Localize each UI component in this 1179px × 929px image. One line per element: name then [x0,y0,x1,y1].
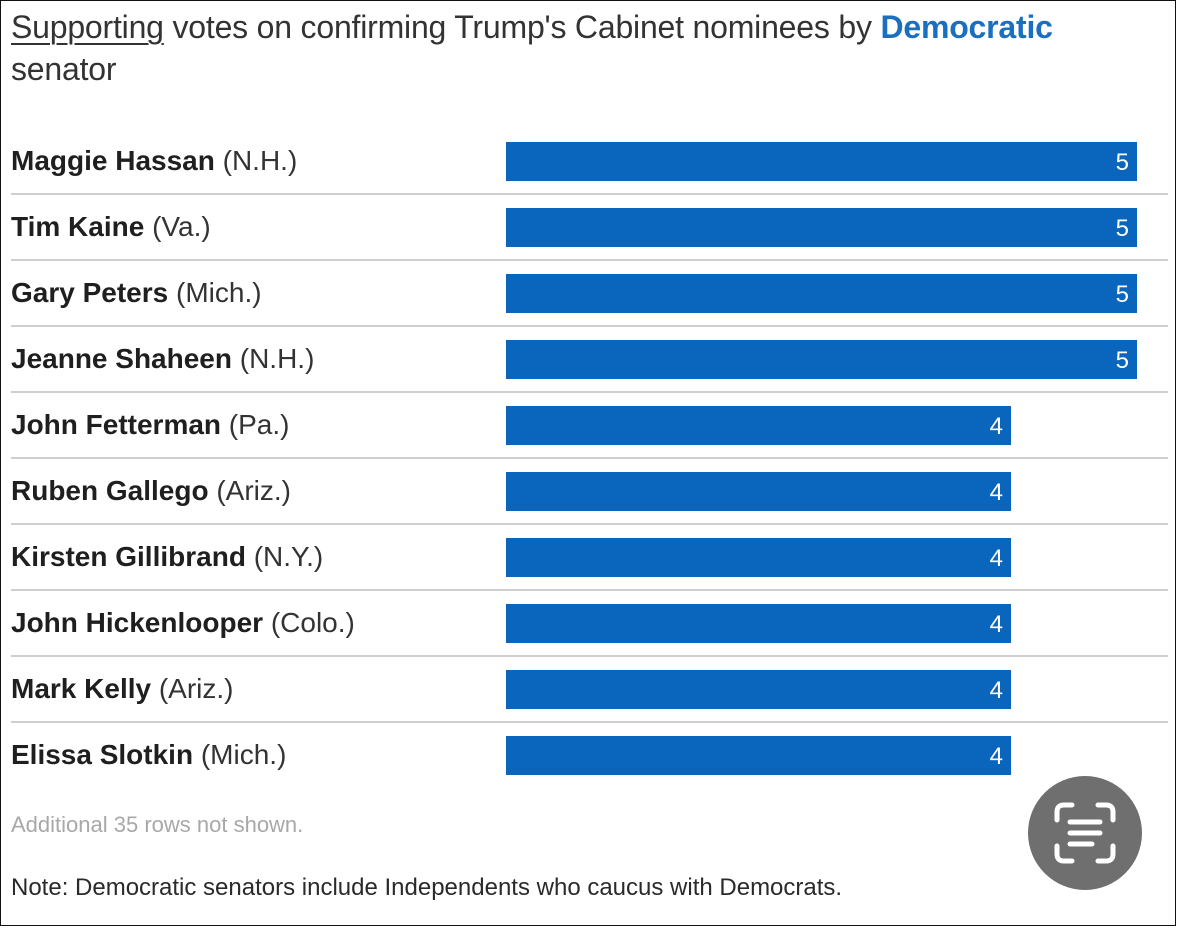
senator-name: John Fetterman [11,409,222,440]
row-divider [11,193,1168,195]
senator-state: (N.H.) [214,145,298,176]
bar-value-label: 4 [989,545,1003,572]
chart-row: Jeanne Shaheen (N.H.) 5 [11,326,1168,393]
senator-name: Mark Kelly [11,673,152,704]
senator-state: (Ariz.) [208,475,292,506]
bar: 5 [506,208,1137,247]
senator-label: Maggie Hassan (N.H.) [11,144,297,178]
title-underlined-word: Supporting [11,9,164,45]
senator-name: Jeanne Shaheen [11,343,232,374]
row-divider [11,589,1168,591]
title-highlight: Democratic [880,9,1053,45]
row-divider [11,259,1168,261]
bar-chart: Maggie Hassan (N.H.) 5 Tim Kaine (Va.) 5 Gar… [0,128,1179,788]
senator-label: Elissa Slotkin (Mich.) [11,738,286,772]
senator-name: Kirsten Gillibrand [11,541,246,572]
chart-row: Elissa Slotkin (Mich.) 4 [11,722,1168,788]
chart-note: Note: Democratic senators include Indepe… [11,874,843,901]
bar-value-label: 5 [1115,347,1129,374]
senator-name: Ruben Gallego [11,475,209,506]
senator-name: John Hickenlooper [11,607,264,638]
senator-state: (N.Y.) [245,541,324,572]
senator-state: (Pa.) [221,409,290,440]
additional-rows-note[interactable]: Additional 35 rows not shown. [11,812,304,837]
bar-value-label: 4 [989,743,1003,770]
text-scan-icon [1054,802,1116,864]
bar: 4 [506,406,1011,445]
chart-row: John Fetterman (Pa.) 4 [11,392,1168,459]
title-end: senator [11,51,117,87]
senator-state: (N.H.) [231,343,315,374]
chart-row: Maggie Hassan (N.H.) 5 [11,128,1168,195]
senator-state: (Mich.) [193,739,287,770]
row-divider [11,391,1168,393]
senator-state: (Va.) [144,211,211,242]
bar: 5 [506,340,1137,379]
senator-label: Jeanne Shaheen (N.H.) [11,342,314,376]
senator-name: Tim Kaine [11,211,145,242]
chart-row: Ruben Gallego (Ariz.) 4 [11,458,1168,525]
bar-value-label: 5 [1115,215,1129,242]
senator-label: Gary Peters (Mich.) [11,276,262,310]
text-scan-button[interactable] [1028,776,1142,890]
chart-row: John Hickenlooper (Colo.) 4 [11,590,1168,657]
bar-value-label: 4 [989,611,1003,638]
title-middle: votes on confirming Trump's Cabinet nomi… [163,9,881,45]
bar-value-label: 4 [989,479,1003,506]
chart-row: Gary Peters (Mich.) 5 [11,260,1168,327]
row-divider [11,721,1168,723]
senator-state: (Colo.) [263,607,355,638]
bar: 5 [506,142,1137,181]
senator-label: John Fetterman (Pa.) [11,408,290,442]
chart-row: Kirsten Gillibrand (N.Y.) 4 [11,524,1168,591]
bar: 4 [506,538,1011,577]
bar-value-label: 5 [1115,281,1129,308]
bar-value-label: 4 [989,413,1003,440]
senator-state: (Mich.) [168,277,262,308]
senator-name: Gary Peters [11,277,169,308]
senator-label: Mark Kelly (Ariz.) [11,672,234,706]
senator-label: John Hickenlooper (Colo.) [11,606,355,640]
senator-label: Ruben Gallego (Ariz.) [11,474,291,508]
row-divider [11,457,1168,459]
chart-row: Mark Kelly (Ariz.) 4 [11,656,1168,723]
row-divider [11,655,1168,657]
bar: 4 [506,670,1011,709]
row-divider [11,325,1168,327]
senator-label: Kirsten Gillibrand (N.Y.) [11,540,323,574]
bar: 4 [506,472,1011,511]
senator-name: Maggie Hassan [11,145,215,176]
chart-title: Supporting votes on confirming Trump's C… [11,6,1131,90]
bar: 4 [506,736,1011,775]
senator-state: (Ariz.) [151,673,234,704]
senator-label: Tim Kaine (Va.) [11,210,211,244]
senator-name: Elissa Slotkin [11,739,194,770]
bar-value-label: 5 [1115,149,1129,176]
bar: 4 [506,604,1011,643]
bar: 5 [506,274,1137,313]
bar-value-label: 4 [989,677,1003,704]
row-divider [11,523,1168,525]
chart-row: Tim Kaine (Va.) 5 [11,194,1168,261]
